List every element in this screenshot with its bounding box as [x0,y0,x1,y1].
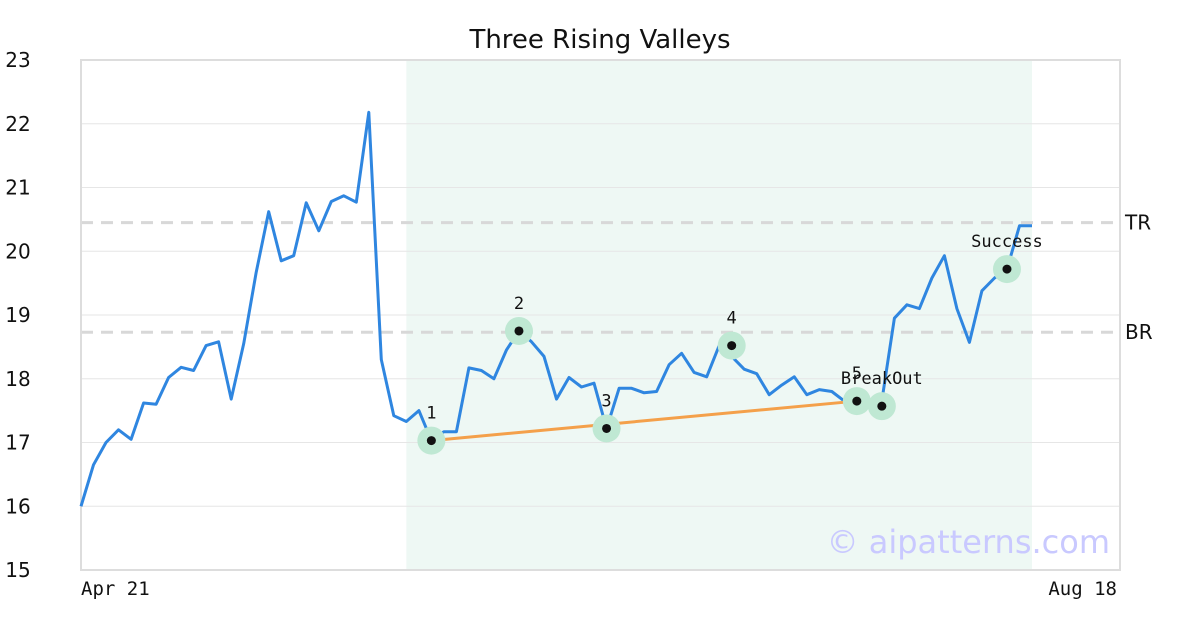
y-tick-label-20: 20 [5,239,30,263]
marker-dot-breakout [877,401,887,411]
marker-dot-2 [514,326,524,336]
y-tick-label-22: 22 [5,112,30,136]
y-tick-label-23: 23 [5,48,30,72]
chart-title: Three Rising Valleys [468,25,730,55]
marker-dot-3 [602,423,612,433]
marker-label-breakout: BreakOut [841,369,923,389]
y-tick-label-19: 19 [5,303,30,327]
level-label-tr: TR [1124,211,1151,235]
marker-label-1: 1 [426,404,436,424]
marker-dot-5 [852,396,862,406]
grid-layer [81,123,1120,507]
marker-label-5: 5 [852,364,862,384]
y-tick-label-17: 17 [5,431,30,455]
marker-dot-4 [727,341,737,351]
y-tick-label-18: 18 [5,367,30,391]
plot-frame [80,59,1121,571]
x-tick-label-start: Apr 21 [81,578,150,600]
y-tick-label-15: 15 [5,558,30,582]
marker-label-success: Success [971,232,1043,252]
trendline-layer [431,399,857,443]
watermark: © aipatterns.com [827,523,1110,561]
valley-trendline [431,399,857,443]
y-tick-label-16: 16 [5,494,30,518]
plot-frame-layer [80,59,1121,571]
level-label-br: BR [1125,320,1153,344]
marker-label-2: 2 [514,294,524,314]
y-tick-label-21: 21 [5,176,30,200]
marker-label-3: 3 [601,391,611,411]
marker-dot-1 [426,436,436,446]
marker-label-4: 4 [727,309,737,329]
x-tick-label-end: Aug 18 [1048,578,1117,600]
levels-layer: TR BR [81,211,1153,344]
marker-dot-success [1002,264,1012,274]
